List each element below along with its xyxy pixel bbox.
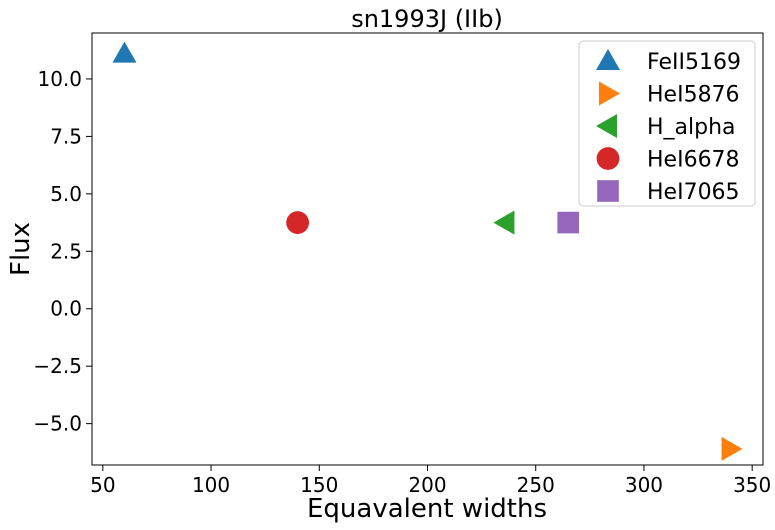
y-tick-label: 7.5 xyxy=(50,124,82,148)
x-tick-label: 250 xyxy=(517,473,555,497)
legend-marker-hei5876 xyxy=(599,81,620,106)
x-tick-label: 150 xyxy=(300,473,338,497)
x-tick-label: 200 xyxy=(408,473,446,497)
legend-label-h-alpha: H_alpha xyxy=(647,115,736,140)
y-tick-label: 10.0 xyxy=(37,67,82,91)
data-points xyxy=(112,41,743,461)
x-tick-label: 100 xyxy=(192,473,230,497)
x-tick-label: 50 xyxy=(90,473,115,497)
legend-marker-hei6678 xyxy=(596,147,620,170)
legend-marker-feii5169 xyxy=(596,49,620,70)
y-axis: 10.0 7.5 5.0 2.5 0.0 −2.5 −5.0 xyxy=(33,67,92,436)
legend-label-hei6678: HeI6678 xyxy=(647,148,740,173)
point-feii5169 xyxy=(112,41,137,63)
x-tick-label: 350 xyxy=(733,473,771,497)
chart-title: sn1993J (IIb) xyxy=(351,5,503,33)
x-axis-label: Equavalent widths xyxy=(307,494,547,524)
point-h-alpha xyxy=(493,210,515,235)
legend-marker-hei7065 xyxy=(597,180,619,202)
legend-label-feii5169: FeII5169 xyxy=(647,50,741,75)
point-hei6678 xyxy=(286,211,310,234)
y-axis-label: Flux xyxy=(6,222,36,276)
legend-marker-h-alpha xyxy=(596,114,617,138)
legend-frame xyxy=(578,40,756,207)
x-axis: 50 100 150 200 250 300 350 xyxy=(90,465,771,497)
y-tick-label: 5.0 xyxy=(50,182,82,206)
y-tick-label: 2.5 xyxy=(50,239,82,263)
x-tick-label: 300 xyxy=(625,473,663,497)
y-tick-label: −2.5 xyxy=(33,354,82,378)
legend-label-hei7065: HeI7065 xyxy=(647,180,740,205)
point-hei7065 xyxy=(557,211,579,234)
legend-label-hei5876: HeI5876 xyxy=(647,83,740,108)
legend: FeII5169 HeI5876 H_alpha HeI6678 HeI7065 xyxy=(578,40,756,207)
point-hei5876 xyxy=(721,436,743,461)
y-tick-label: 0.0 xyxy=(50,297,82,321)
y-tick-label: −5.0 xyxy=(33,412,82,436)
